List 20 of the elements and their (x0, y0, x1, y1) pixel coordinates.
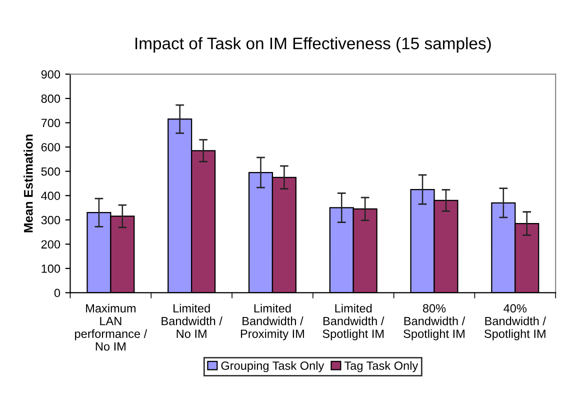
legend-label: Tag Task Only (344, 361, 418, 372)
y-tick-label: 0 (54, 288, 60, 298)
y-tick-label: 200 (41, 240, 60, 249)
y-tick-label: 300 (41, 216, 60, 224)
legend-label: Grouping Task Only (221, 361, 324, 372)
chart-title: Impact of Task on IM Effectiveness (15 samples) (136, 37, 491, 53)
y-tick-label: 900 (41, 70, 60, 79)
y-tick-label: 100 (42, 264, 60, 273)
x-tick-label: Maximum LAN performance / No IM (75, 304, 148, 351)
y-tick-label: 700 (41, 118, 60, 128)
x-tick-label: Limited Bandwidth / Proximity IM (240, 304, 304, 340)
y-tick-label: 600 (41, 143, 60, 152)
y-tick-label: 500 (41, 167, 60, 176)
y-axis-title: Mean Estimation (24, 134, 33, 232)
y-tick-label: 400 (41, 192, 60, 200)
x-tick-label: Limited Bandwidth / No IM (162, 304, 222, 338)
x-tick-label: Limited Bandwidth / Spotlight IM (322, 304, 384, 340)
x-tick-label: 40% Bandwidth / Spotlight IM (484, 304, 546, 340)
y-tick-label: 800 (41, 94, 60, 103)
x-tick-label: 80% Bandwidth / Spotlight IM (404, 304, 466, 340)
